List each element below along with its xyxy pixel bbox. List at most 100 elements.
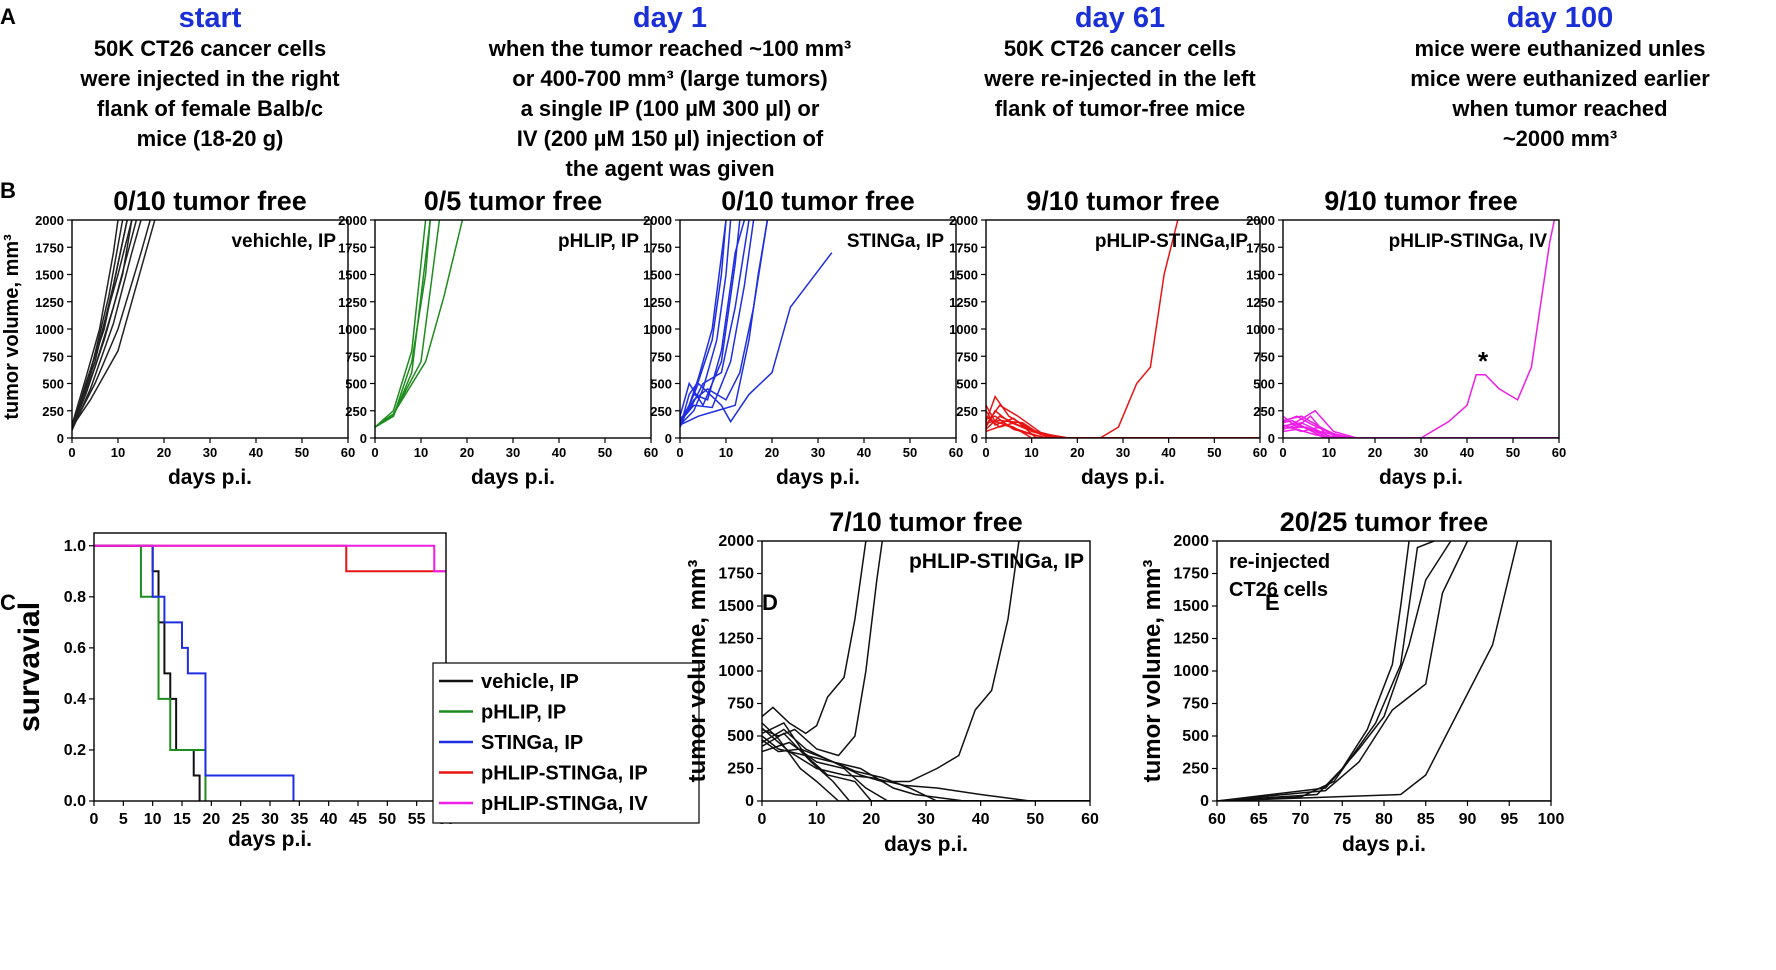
survival-line-phlip-ip	[94, 544, 207, 801]
x-tick-label-c: 15	[173, 811, 191, 828]
x-tick-label-b1: 50	[295, 445, 309, 460]
x-axis-label-b3: days p.i.	[776, 466, 860, 489]
y-tick-label-b4: 1000	[949, 322, 978, 337]
tumor-line-b1-3	[72, 220, 133, 429]
y-tick-label-b3: 1250	[643, 295, 672, 310]
y-tick-label-b4: 250	[956, 404, 978, 419]
y-tick-label-b5: 2000	[1246, 213, 1275, 228]
series-group-d	[762, 541, 1090, 801]
y-tick-label-b1: 500	[42, 377, 64, 392]
tumor-line-b2-5	[375, 220, 464, 428]
chart-title-b2: 0/5 tumor free	[424, 186, 603, 216]
tumor-line-e-4	[1217, 541, 1452, 801]
x-tick-label-c: 30	[261, 811, 279, 828]
plot-frame-c	[93, 532, 447, 802]
x-tick-label-b3: 50	[903, 445, 917, 460]
chart-title-b3: 0/10 tumor free	[721, 186, 915, 216]
inside-label-e-1: re-injected	[1229, 551, 1330, 573]
y-axis-label-e: tumor volume, mm³	[1139, 560, 1166, 783]
x-tick-label-e: 60	[1208, 811, 1226, 828]
x-tick-label-d: 40	[972, 811, 990, 828]
y-tick-label-e: 0	[1200, 793, 1209, 810]
tumor-line-b5-7	[1283, 428, 1559, 438]
y-tick-label-b3: 1750	[643, 240, 672, 255]
annotation-star-b5: *	[1478, 346, 1489, 376]
x-tick-label-e: 80	[1375, 811, 1393, 828]
y-axis-label-d: tumor volume, mm³	[684, 560, 711, 783]
legend-label-1: vehicle, IP	[481, 671, 579, 693]
x-tick-label-b4: 10	[1024, 445, 1038, 460]
x-tick-label-b1: 60	[341, 445, 355, 460]
tumor-line-d-6	[762, 722, 1090, 801]
y-tick-label-b5: 1750	[1246, 240, 1275, 255]
x-axis-label-b4: days p.i.	[1081, 466, 1165, 489]
x-tick-label-c: 55	[408, 811, 426, 828]
x-axis-label-c: days p.i.	[228, 828, 312, 851]
tumor-line-b4-9	[986, 415, 1260, 438]
tumor-line-d-7	[762, 741, 1090, 801]
legend-label-5: pHLIP-STINGa, IV	[481, 793, 648, 815]
x-tick-label-b5: 20	[1368, 445, 1382, 460]
timeline-day1-text: when the tumor reached ~100 mm³ or 400-7…	[488, 36, 852, 181]
y-axis-label-c: survavial	[13, 602, 46, 732]
x-tick-label-e: 100	[1538, 811, 1565, 828]
tumor-line-b1-10	[72, 220, 138, 427]
y-tick-label-d: 250	[727, 761, 754, 778]
tumor-line-b1-9	[72, 220, 133, 430]
timeline-day61-text: 50K CT26 cancer cells were re-injected i…	[984, 36, 1256, 121]
y-tick-label-b1: 1500	[35, 268, 64, 283]
y-tick-label-b5: 1000	[1246, 322, 1275, 337]
legend-label-3: STINGa, IP	[481, 732, 583, 754]
tumor-line-b1-7	[72, 220, 151, 429]
y-tick-label-b5: 500	[1253, 377, 1275, 392]
inside-label-b5: pHLIP-STINGa, IV	[1389, 231, 1548, 252]
y-tick-label-d: 0	[745, 793, 754, 810]
x-tick-label-c: 10	[144, 811, 162, 828]
timeline-day1-heading: day 1	[632, 2, 708, 34]
tumor-line-b5-8	[1283, 419, 1559, 438]
inside-label-b1: vehichle, IP	[231, 231, 336, 252]
tumor-line-b2-3	[375, 220, 431, 428]
y-tick-label-e: 1750	[1173, 566, 1209, 583]
tumor-line-d-10	[762, 727, 1090, 801]
x-tick-label-b4: 60	[1253, 445, 1267, 460]
y-tick-label-e: 750	[1182, 696, 1209, 713]
tumor-line-b5-10	[1283, 426, 1559, 438]
tumor-line-b1-8	[72, 220, 156, 428]
legend-label-2: pHLIP, IP	[481, 702, 566, 724]
tumor-line-d-9	[762, 739, 1090, 801]
y-tick-label-c: 1.0	[64, 538, 86, 555]
chart-title-b5: 9/10 tumor free	[1324, 186, 1518, 216]
series-group-b5	[1283, 220, 1559, 438]
x-tick-label-c: 45	[349, 811, 367, 828]
x-tick-label-c: 0	[90, 811, 99, 828]
plot-frame-b1	[71, 219, 349, 439]
tumor-line-d-5	[762, 732, 1090, 801]
y-tick-label-b3: 0	[665, 431, 672, 446]
x-tick-label-b5: 40	[1460, 445, 1474, 460]
plot-frame-b3	[679, 219, 957, 439]
x-tick-label-c: 5	[119, 811, 128, 828]
tumor-line-b3-10	[680, 220, 769, 425]
timeline-start: start 50K CT26 cancer cells were injecte…	[40, 2, 380, 154]
tumor-line-d-3	[762, 541, 1020, 783]
tumor-line-b5-5	[1283, 424, 1559, 438]
x-tick-label-b3: 20	[765, 445, 779, 460]
tumor-line-e-5	[1217, 541, 1469, 801]
tumor-line-b3-9	[680, 252, 833, 428]
y-axis-label-b1: tumor volume, mm³	[1, 234, 23, 420]
x-tick-label-b5: 10	[1322, 445, 1336, 460]
y-tick-label-b3: 750	[650, 349, 672, 364]
y-tick-label-d: 1500	[718, 598, 754, 615]
y-tick-label-b4: 0	[971, 431, 978, 446]
y-tick-label-b1: 0	[57, 431, 64, 446]
x-tick-label-e: 65	[1250, 811, 1268, 828]
x-tick-label-c: 40	[320, 811, 338, 828]
x-tick-label-c: 20	[202, 811, 220, 828]
inside-label-b3: STINGa, IP	[847, 231, 944, 252]
survival-line-phlip-stinga-ip	[94, 544, 446, 573]
y-tick-label-b3: 1500	[643, 268, 672, 283]
y-tick-label-b1: 1750	[35, 240, 64, 255]
x-tick-label-d: 30	[917, 811, 935, 828]
y-tick-label-e: 1250	[1173, 631, 1209, 648]
